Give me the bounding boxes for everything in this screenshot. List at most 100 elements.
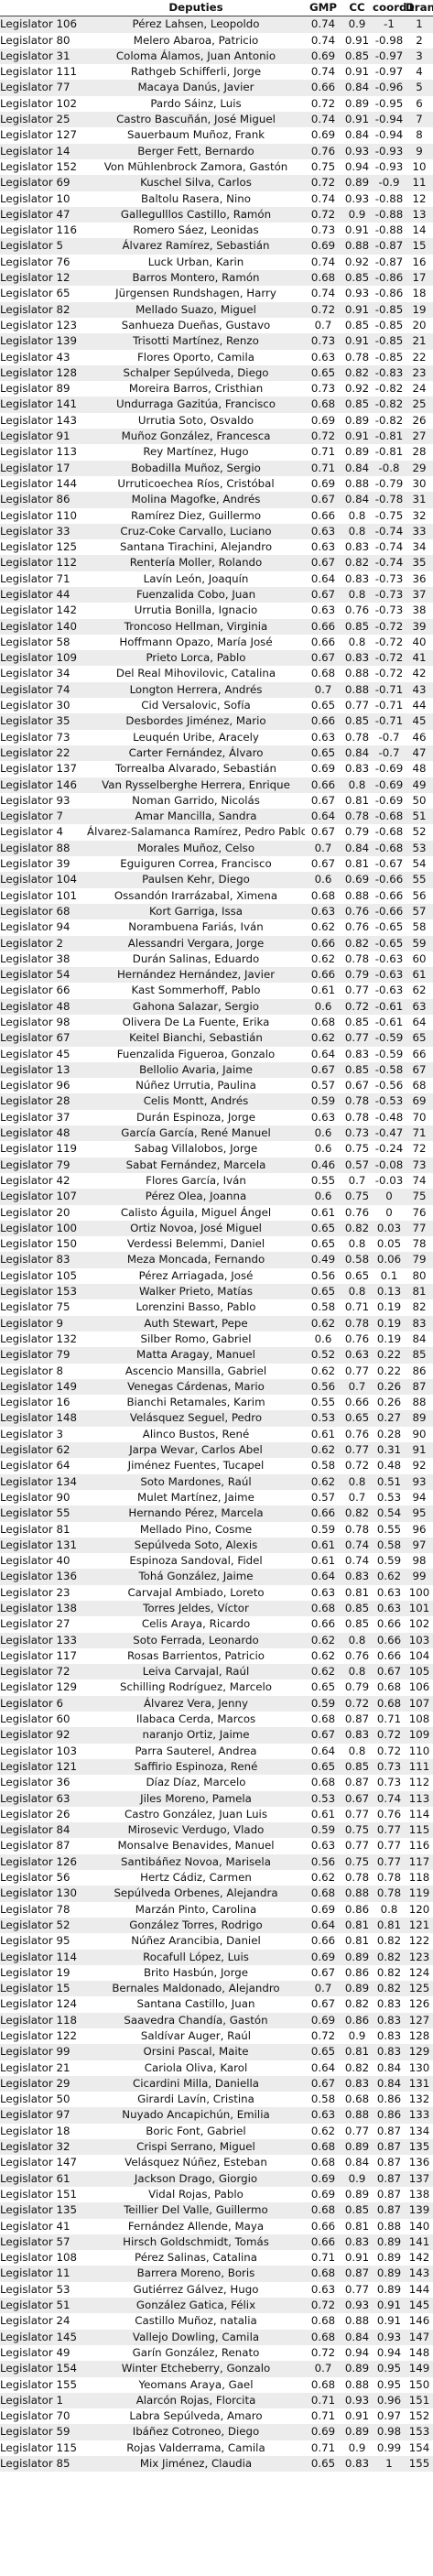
coord1-cell: 0.82 <box>376 1965 402 1979</box>
deputy-name-cell: Flores García, Iván <box>146 1173 246 1187</box>
legislator-id-cell: Legislator 25 <box>0 113 70 126</box>
deputy-name-cell: Ortiz Novoa, José Miguel <box>130 1221 262 1234</box>
coord1-cell: 0.95 <box>376 2377 402 2391</box>
table-row: Legislator 12 Barros Montero, Ramón 0.68 0.… <box>0 270 433 287</box>
table-row: Legislator 53 Gutiérrez Gálvez, Hugo 0.63 0… <box>0 2281 433 2299</box>
table-row: Legislator 147 Velásquez Núñez, Esteban 0.… <box>0 2155 433 2171</box>
coord1-cell: 0.58 <box>376 1538 402 1551</box>
drank-cell: 117 <box>408 1854 430 1868</box>
cc-cell: 0.89 <box>344 96 370 110</box>
coord1-cell: -0.8 <box>378 461 400 474</box>
drank-cell: 75 <box>412 1190 427 1203</box>
cc-cell: 0.84 <box>344 2330 370 2343</box>
table-row: Legislator 89 Moreira Barros, Cristhian 0.… <box>0 381 433 397</box>
legislator-id-cell: Legislator 9 <box>0 1316 63 1330</box>
gmp-cell: 0.56 <box>310 1268 336 1282</box>
drank-cell: 95 <box>412 1506 427 1520</box>
legislator-id-cell: Legislator 76 <box>0 255 70 268</box>
cc-cell: 0.75 <box>344 1190 370 1203</box>
cc-cell: 0.8 <box>348 1237 366 1251</box>
gmp-cell: 0.76 <box>310 144 336 158</box>
legislator-id-cell: Legislator 18 <box>0 2124 70 2137</box>
table-row: Legislator 109 Prieto Lorca, Pablo 0.67 0.8… <box>0 650 433 667</box>
drank-cell: 46 <box>412 730 427 744</box>
legislator-id-cell: Legislator 5 <box>0 239 63 253</box>
gmp-cell: 0.72 <box>310 2029 336 2042</box>
drank-cell: 116 <box>408 1839 430 1853</box>
drank-cell: 145 <box>408 2299 430 2312</box>
cc-cell: 0.79 <box>344 1680 370 1694</box>
drank-cell: 36 <box>412 571 427 585</box>
coord1-cell: 0.86 <box>376 2092 402 2106</box>
coord1-cell: 0.82 <box>376 1934 402 1948</box>
gmp-cell: 0.67 <box>310 2076 336 2090</box>
legislator-id-cell: Legislator 40 <box>0 1554 70 1568</box>
cc-cell: 0.92 <box>344 382 370 396</box>
cc-cell: 0.78 <box>344 810 370 823</box>
cc-cell: 0.81 <box>344 793 370 807</box>
deputy-name-cell: Parra Sauterel, Andrea <box>135 1744 257 1757</box>
table-row: Legislator 63 Jiles Moreno, Pamela 0.53 0.6… <box>0 1790 433 1807</box>
legislator-id-cell: Legislator 20 <box>0 1205 70 1219</box>
legislator-id-cell: Legislator 27 <box>0 1617 70 1631</box>
table-row: Legislator 44 Fuenzalida Cobo, Juan 0.67 0.… <box>0 586 433 603</box>
cc-cell: 0.79 <box>344 825 370 839</box>
deputy-name-cell: Ossandón Irarrázabal, Ximena <box>114 888 278 902</box>
drank-cell: 29 <box>412 461 427 474</box>
legislator-id-cell: Legislator 21 <box>0 2060 70 2074</box>
drank-cell: 35 <box>412 556 427 570</box>
deputy-name-cell: Keitel Bianchi, Sebastián <box>129 1031 263 1045</box>
coord1-cell: 0.63 <box>376 1585 402 1599</box>
legislator-id-cell: Legislator 106 <box>0 17 78 31</box>
legislator-id-cell: Legislator 112 <box>0 556 78 570</box>
gmp-cell: 0.62 <box>310 1648 336 1662</box>
legislator-id-cell: Legislator 48 <box>0 999 70 1013</box>
table-row: Legislator 112 Rentería Moller, Rolando 0.… <box>0 555 433 571</box>
table-row: Legislator 32 Crispi Serrano, Miguel 0.68 0… <box>0 2139 433 2156</box>
table-row: Legislator 41 Fernández Allende, Maya 0.66… <box>0 2218 433 2234</box>
coord1-cell: 0.62 <box>376 1570 402 1583</box>
deputy-name-cell: Garín González, Renato <box>132 2345 260 2359</box>
legislator-id-cell: Legislator 119 <box>0 1142 78 1156</box>
deputy-name-cell: Carter Fernández, Álvaro <box>128 745 264 759</box>
cc-cell: 0.7 <box>348 1490 366 1504</box>
cc-cell: 0.78 <box>344 350 370 364</box>
legislator-id-cell: Legislator 31 <box>0 49 70 62</box>
gmp-cell: 0.63 <box>310 524 336 538</box>
cc-cell: 0.91 <box>344 113 370 126</box>
gmp-cell: 0.56 <box>310 1379 336 1393</box>
drank-cell: 71 <box>412 1126 427 1140</box>
coord1-cell: -0.72 <box>374 635 404 648</box>
drank-cell: 93 <box>412 1474 427 1488</box>
cc-cell: 0.89 <box>344 445 370 459</box>
table-row: Legislator 8 Ascencio Mansilla, Gabriel 0.… <box>0 1363 433 1379</box>
gmp-cell: 0.67 <box>310 825 336 839</box>
table-row: Legislator 152 Von Mühlenbrock Zamora, Ga… <box>0 158 433 176</box>
gmp-cell: 0.63 <box>310 904 336 918</box>
drank-cell: 136 <box>408 2156 430 2169</box>
gmp-cell: 0.58 <box>310 2092 336 2106</box>
drank-cell: 121 <box>408 1918 430 1931</box>
gmp-cell: 0.59 <box>310 1522 336 1536</box>
table-row: Legislator 126 Santibáñez Novoa, Marisela… <box>0 1853 433 1871</box>
gmp-cell: 0.74 <box>310 65 336 79</box>
legislator-id-cell: Legislator 19 <box>0 1965 70 1979</box>
coord1-cell: -0.7 <box>378 730 400 744</box>
deputy-name-cell: Sepúlveda Soto, Alexis <box>134 1538 258 1551</box>
table-row: Legislator 82 Mellado Suazo, Miguel 0.72 0.… <box>0 301 433 318</box>
table-row: Legislator 7 Amar Mancilla, Sandra 0.64 0.7… <box>0 809 433 825</box>
drank-cell: 64 <box>412 1016 427 1028</box>
coord1-cell: -0.96 <box>374 81 404 94</box>
gmp-cell: 0.7 <box>314 1982 332 1995</box>
table-row: Legislator 93 Noman Garrido, Nicolás 0.67 0… <box>0 792 433 810</box>
cc-cell: 0.93 <box>344 287 370 300</box>
table-row: Legislator 15 Bernales Maldonado, Alejand… <box>0 1981 433 1997</box>
deputy-name-cell: Pardo Sáinz, Luis <box>150 96 242 110</box>
cc-cell: 0.81 <box>344 2045 370 2059</box>
coord1-cell: -0.74 <box>374 540 404 554</box>
coord1-cell: 0.67 <box>376 1665 402 1679</box>
deputy-name-cell: Bianchi Retamales, Karim <box>126 1396 265 1409</box>
legislator-id-cell: Legislator 133 <box>0 1633 78 1647</box>
gmp-cell: 0.66 <box>310 936 336 950</box>
cc-cell: 0.67 <box>344 1791 370 1805</box>
